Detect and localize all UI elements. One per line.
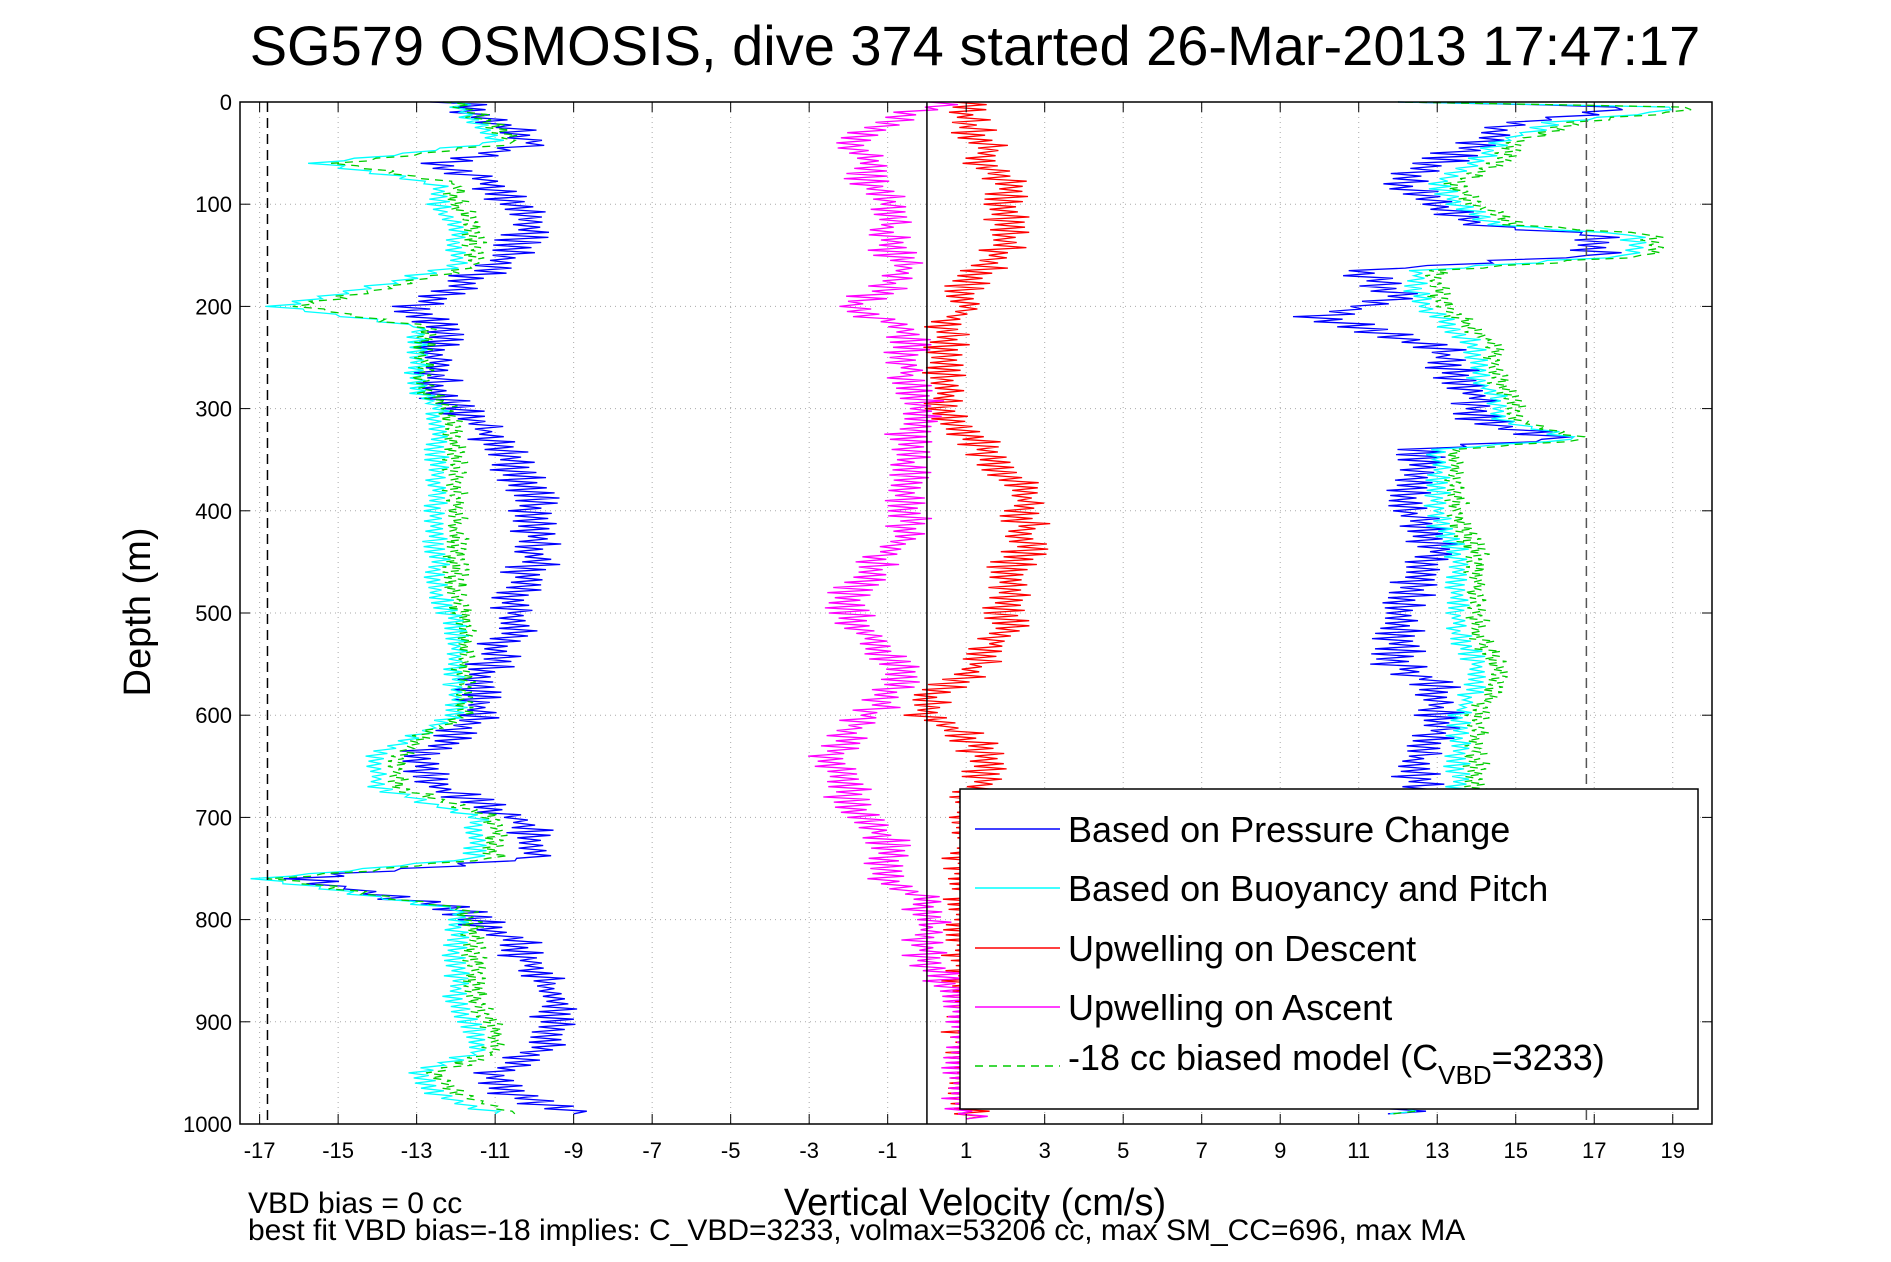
y-tick-label: 200: [195, 294, 232, 319]
series-line-5-ascent: [1393, 101, 1692, 1115]
x-tick-label: -3: [799, 1138, 819, 1163]
y-tick-label: 600: [195, 703, 232, 728]
y-tick-label: 0: [220, 90, 232, 115]
series-line-4-profile: [808, 101, 991, 1120]
series-line-1-descent: [283, 101, 587, 1115]
legend-label-upwelling-descent: Upwelling on Descent: [1068, 928, 1416, 969]
legend-label-biased-model-prefix: -18 cc biased model (C: [1068, 1037, 1438, 1078]
x-tick-label: 17: [1582, 1138, 1606, 1163]
y-axis: 0 100 200 300 400 500 600 700 800 900 1000: [183, 90, 1712, 1137]
x-tick-label: 3: [1039, 1138, 1051, 1163]
series-line-5-descent: [266, 101, 518, 1115]
series-line-2-descent: [250, 101, 504, 1115]
y-tick-label: 300: [195, 397, 232, 422]
x-axis: -17 -15 -13 -11 -9 -7 -5 -3 -1 1 3 5 7 9 11 13 15 17 19: [244, 102, 1685, 1163]
y-tick-label: 800: [195, 908, 232, 933]
x-tick-label: 15: [1503, 1138, 1527, 1163]
x-tick-label: 1: [960, 1138, 972, 1163]
x-tick-label: -15: [322, 1138, 354, 1163]
legend: Based on Pressure Change Based on Buoyan…: [959, 788, 1699, 1110]
x-tick-label: 9: [1274, 1138, 1286, 1163]
y-axis-label: Depth (m): [117, 528, 159, 697]
legend-label-biased-model: -18 cc biased model (CVBD=3233): [1068, 1037, 1605, 1090]
legend-label-buoyancy-pitch: Based on Buoyancy and Pitch: [1068, 868, 1548, 909]
x-tick-label: -5: [721, 1138, 741, 1163]
y-tick-label: 1000: [183, 1112, 232, 1137]
y-tick-label: 100: [195, 192, 232, 217]
annotation-vbd-bias: VBD bias = 0 cc: [248, 1187, 462, 1220]
y-tick-label: 900: [195, 1010, 232, 1035]
x-tick-label: -13: [401, 1138, 433, 1163]
x-tick-label: 13: [1425, 1138, 1449, 1163]
x-tick-label: -17: [244, 1138, 276, 1163]
x-tick-label: 19: [1661, 1138, 1685, 1163]
chart-title: SG579 OSMOSIS, dive 374 started 26-Mar-2…: [250, 14, 1701, 77]
y-tick-label: 500: [195, 601, 232, 626]
legend-box: [959, 788, 1699, 1110]
x-tick-label: 7: [1196, 1138, 1208, 1163]
legend-label-pressure-change: Based on Pressure Change: [1068, 809, 1510, 850]
x-tick-label: -11: [480, 1138, 510, 1163]
x-tick-label: 11: [1347, 1138, 1370, 1163]
legend-label-upwelling-ascent: Upwelling on Ascent: [1068, 987, 1392, 1028]
x-axis-label: Vertical Velocity (cm/s): [784, 1182, 1166, 1224]
y-tick-label: 400: [195, 499, 232, 524]
x-tick-label: -7: [642, 1138, 662, 1163]
legend-label-biased-model-subscript: VBD: [1438, 1060, 1491, 1090]
x-tick-label: 5: [1117, 1138, 1129, 1163]
x-tick-label: -1: [878, 1138, 898, 1163]
x-tick-label: -9: [564, 1138, 584, 1163]
y-tick-label: 700: [195, 805, 232, 830]
annotation-best-fit: best fit VBD bias=-18 implies: C_VBD=323…: [248, 1214, 1465, 1247]
legend-label-biased-model-suffix: =3233): [1492, 1037, 1605, 1078]
